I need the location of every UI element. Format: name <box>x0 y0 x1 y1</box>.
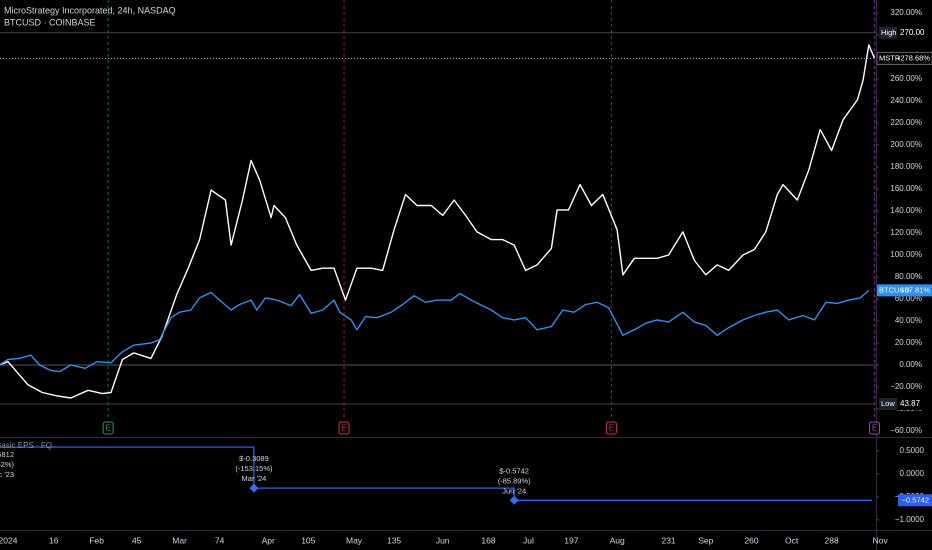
y-tick-label: 80.00% <box>895 272 922 281</box>
y-tick-label: −60.00% <box>890 426 922 435</box>
y-tick-label: 180.00% <box>890 162 922 171</box>
x-tick-label: 45 <box>132 535 142 545</box>
series-tag-name: MSTR <box>879 53 901 62</box>
y-tick-label: 40.00% <box>895 316 922 325</box>
eps-label: $-0.5742 <box>499 466 529 475</box>
x-tick-label: Jun <box>436 535 450 545</box>
series-tag-bg <box>876 51 932 65</box>
x-tick-label: Aug <box>610 535 625 545</box>
eps-label: Jun '24 <box>502 486 526 495</box>
level-tag-value-bg <box>897 398 932 411</box>
x-tick-label: 231 <box>662 535 676 545</box>
series-tag-name: BTCUSD <box>879 285 910 294</box>
x-tick-label: 288 <box>825 535 839 545</box>
eps-area: Basic EPS · FQ$0.5812(+7.62%)Dec '23 $-0.… <box>0 441 872 505</box>
eps-y-tick-label: −1.0000 <box>895 515 925 524</box>
event-marker <box>338 421 350 435</box>
eps-label: $0.5812 <box>0 450 14 459</box>
eps-label: Dec '23 <box>0 470 14 479</box>
x-tick-label: Sep <box>698 535 713 545</box>
level-tag-value: 270.00 <box>900 28 925 37</box>
eps-step-line <box>0 446 872 501</box>
eps-label: (-85.89%) <box>498 476 531 485</box>
y-tick-label: 240.00% <box>890 96 922 105</box>
y-tick-label: 0.00% <box>899 360 922 369</box>
x-tick-label: 2024 <box>0 535 18 545</box>
eps-y-tick-label: 0.0000 <box>900 469 925 478</box>
event-marker <box>605 421 617 435</box>
y-tick-label: 120.00% <box>890 228 922 237</box>
x-tick-label: 168 <box>481 535 495 545</box>
event-label: E <box>872 424 877 433</box>
eps-label: (+7.62%) <box>0 460 14 469</box>
x-tick-label: 197 <box>564 535 578 545</box>
y-tick-label: 260.00% <box>890 74 922 83</box>
y-tick-label: 20.00% <box>895 338 922 347</box>
level-tag-bg <box>879 398 897 411</box>
y-tick-label: 140.00% <box>890 206 922 215</box>
x-tick-label: 74 <box>215 535 225 545</box>
eps-label: (-153.15%) <box>235 464 273 473</box>
x-tick-label: 105 <box>301 535 315 545</box>
chart-title: MicroStrategy Incorporated, 24h, NASDAQ <box>4 5 176 15</box>
y-tick-label: −20.00% <box>890 382 922 391</box>
x-tick-label: 135 <box>387 535 401 545</box>
x-tick-label: 260 <box>744 535 758 545</box>
x-tick-label: Apr <box>262 535 275 545</box>
event-label: E <box>609 424 614 433</box>
series-tag-value: +278.68% <box>896 53 930 62</box>
x-tick-label: Nov <box>873 535 889 545</box>
level-tag-bg <box>879 26 897 39</box>
event-label: E <box>341 424 346 433</box>
event-label: E <box>105 424 110 433</box>
level-tag-label: High <box>881 28 896 37</box>
x-tick-label: Oct <box>785 535 799 545</box>
eps-tag-value: −0.5742 <box>902 495 929 504</box>
eps-tag-bg <box>898 494 932 507</box>
eps-label: Mar '24 <box>242 474 267 483</box>
x-tick-label: Feb <box>89 535 104 545</box>
y-tick-label: 60.00% <box>895 294 922 303</box>
eps-label: $-0.3089 <box>239 454 269 463</box>
level-tag-value: 43.87 <box>900 399 921 408</box>
x-tick-label: May <box>346 535 363 545</box>
eps-point <box>509 495 519 505</box>
event-marker <box>869 421 881 435</box>
level-tag-label: Low <box>881 399 895 408</box>
y-tick-label: 160.00% <box>890 184 922 193</box>
y-tick-label: 320.00% <box>890 8 922 17</box>
series-line <box>0 289 870 373</box>
event-marker <box>102 421 114 435</box>
y-tick-label: 100.00% <box>890 250 922 259</box>
series-tag-bg <box>877 284 932 297</box>
eps-point <box>249 483 259 493</box>
x-tick-label: 16 <box>49 535 59 545</box>
y-tick-label: 220.00% <box>890 118 922 127</box>
eps-title: Basic EPS · FQ <box>0 441 52 450</box>
plot-area <box>0 0 876 420</box>
series-tag-value: +67.81% <box>900 285 930 294</box>
eps-y-tick-label: 0.5000 <box>900 446 925 455</box>
x-tick-label: Jul <box>523 535 534 545</box>
level-tag-value-bg <box>897 26 932 39</box>
y-tick-label: 200.00% <box>890 140 922 149</box>
x-tick-label: Mar <box>172 535 187 545</box>
chart-subtitle: BTCUSD · COINBASE <box>4 17 96 27</box>
series-line <box>0 44 876 399</box>
